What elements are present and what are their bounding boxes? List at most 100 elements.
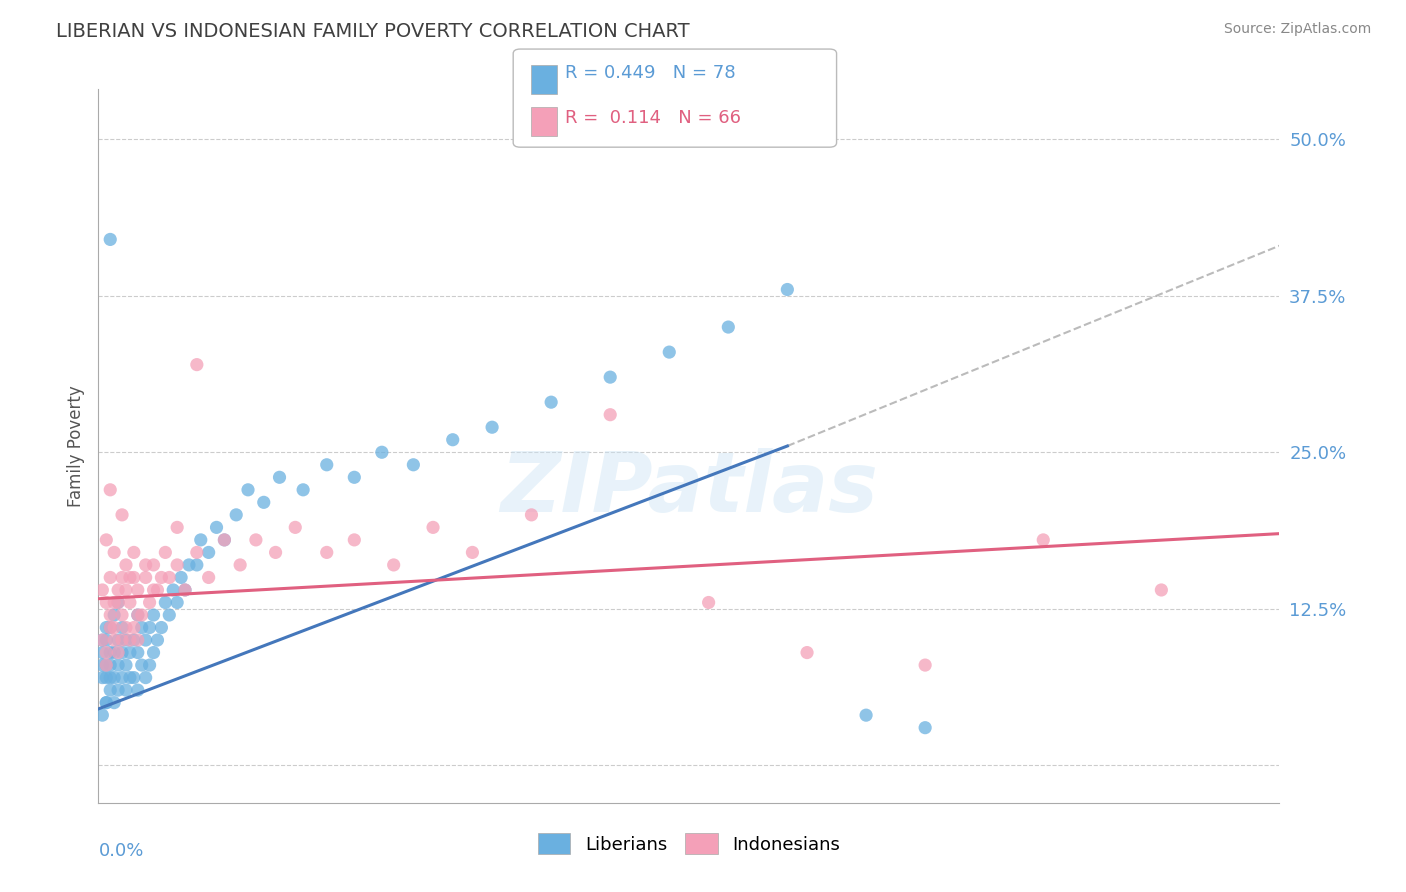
- Point: [98, 671, 121, 685]
- Point: [91, 646, 114, 660]
- Point: [91, 582, 114, 597]
- Point: [162, 582, 184, 597]
- Point: [103, 621, 125, 635]
- Text: LIBERIAN VS INDONESIAN FAMILY POVERTY CORRELATION CHART: LIBERIAN VS INDONESIAN FAMILY POVERTY CO…: [56, 22, 690, 41]
- Point: [103, 595, 125, 609]
- Point: [96, 671, 118, 685]
- Point: [855, 708, 877, 723]
- Point: [111, 621, 134, 635]
- Point: [315, 545, 337, 559]
- Point: [146, 582, 169, 597]
- Point: [118, 595, 141, 609]
- Point: [91, 708, 114, 723]
- Point: [343, 533, 366, 547]
- Point: [197, 545, 219, 559]
- Point: [343, 470, 366, 484]
- Point: [138, 658, 160, 673]
- Point: [315, 458, 337, 472]
- Point: [98, 658, 121, 673]
- Point: [135, 570, 157, 584]
- Point: [103, 696, 125, 710]
- Point: [96, 595, 118, 609]
- Y-axis label: Family Poverty: Family Poverty: [66, 385, 84, 507]
- Point: [142, 582, 165, 597]
- Point: [107, 633, 129, 648]
- Point: [98, 607, 121, 622]
- Point: [127, 607, 149, 622]
- Point: [122, 545, 145, 559]
- Point: [103, 646, 125, 660]
- Point: [115, 658, 138, 673]
- Point: [96, 696, 118, 710]
- Point: [157, 570, 180, 584]
- Point: [135, 558, 157, 572]
- Point: [150, 570, 173, 584]
- Point: [253, 495, 276, 509]
- Point: [214, 533, 236, 547]
- Point: [98, 232, 121, 246]
- Point: [98, 483, 121, 497]
- Point: [205, 520, 228, 534]
- Point: [422, 520, 444, 534]
- Point: [142, 646, 165, 660]
- Point: [111, 607, 134, 622]
- Point: [150, 621, 173, 635]
- Point: [174, 582, 197, 597]
- Point: [98, 621, 121, 635]
- Point: [98, 646, 121, 660]
- Point: [96, 633, 118, 648]
- Point: [127, 683, 149, 698]
- Point: [118, 646, 141, 660]
- Point: [96, 658, 118, 673]
- Point: [599, 408, 621, 422]
- Point: [107, 658, 129, 673]
- Point: [186, 358, 208, 372]
- Point: [166, 558, 188, 572]
- Point: [135, 633, 157, 648]
- Point: [118, 671, 141, 685]
- Point: [111, 633, 134, 648]
- Point: [115, 683, 138, 698]
- Legend: Liberians, Indonesians: Liberians, Indonesians: [530, 826, 848, 862]
- Point: [96, 621, 118, 635]
- Point: [115, 582, 138, 597]
- Text: ZIPatlas: ZIPatlas: [501, 449, 877, 529]
- Point: [540, 395, 562, 409]
- Point: [111, 570, 134, 584]
- Point: [122, 570, 145, 584]
- Point: [914, 721, 936, 735]
- Point: [131, 607, 153, 622]
- Point: [146, 633, 169, 648]
- Point: [190, 533, 212, 547]
- Point: [91, 658, 114, 673]
- Point: [142, 607, 165, 622]
- Point: [382, 558, 405, 572]
- Point: [122, 671, 145, 685]
- Point: [138, 621, 160, 635]
- Point: [186, 558, 208, 572]
- Point: [91, 633, 114, 648]
- Point: [122, 633, 145, 648]
- Point: [236, 483, 259, 497]
- Point: [91, 671, 114, 685]
- Point: [155, 545, 177, 559]
- Point: [142, 558, 165, 572]
- Point: [115, 621, 138, 635]
- Text: R =  0.114   N = 66: R = 0.114 N = 66: [565, 109, 741, 127]
- Point: [155, 595, 177, 609]
- Point: [107, 683, 129, 698]
- Point: [441, 433, 464, 447]
- Point: [214, 533, 236, 547]
- Point: [166, 520, 188, 534]
- Point: [111, 671, 134, 685]
- Point: [135, 671, 157, 685]
- Point: [371, 445, 394, 459]
- Point: [914, 658, 936, 673]
- Text: 0.0%: 0.0%: [98, 842, 143, 860]
- Point: [103, 671, 125, 685]
- Point: [292, 483, 315, 497]
- Point: [111, 508, 134, 522]
- Point: [127, 633, 149, 648]
- Point: [520, 508, 543, 522]
- Point: [96, 646, 118, 660]
